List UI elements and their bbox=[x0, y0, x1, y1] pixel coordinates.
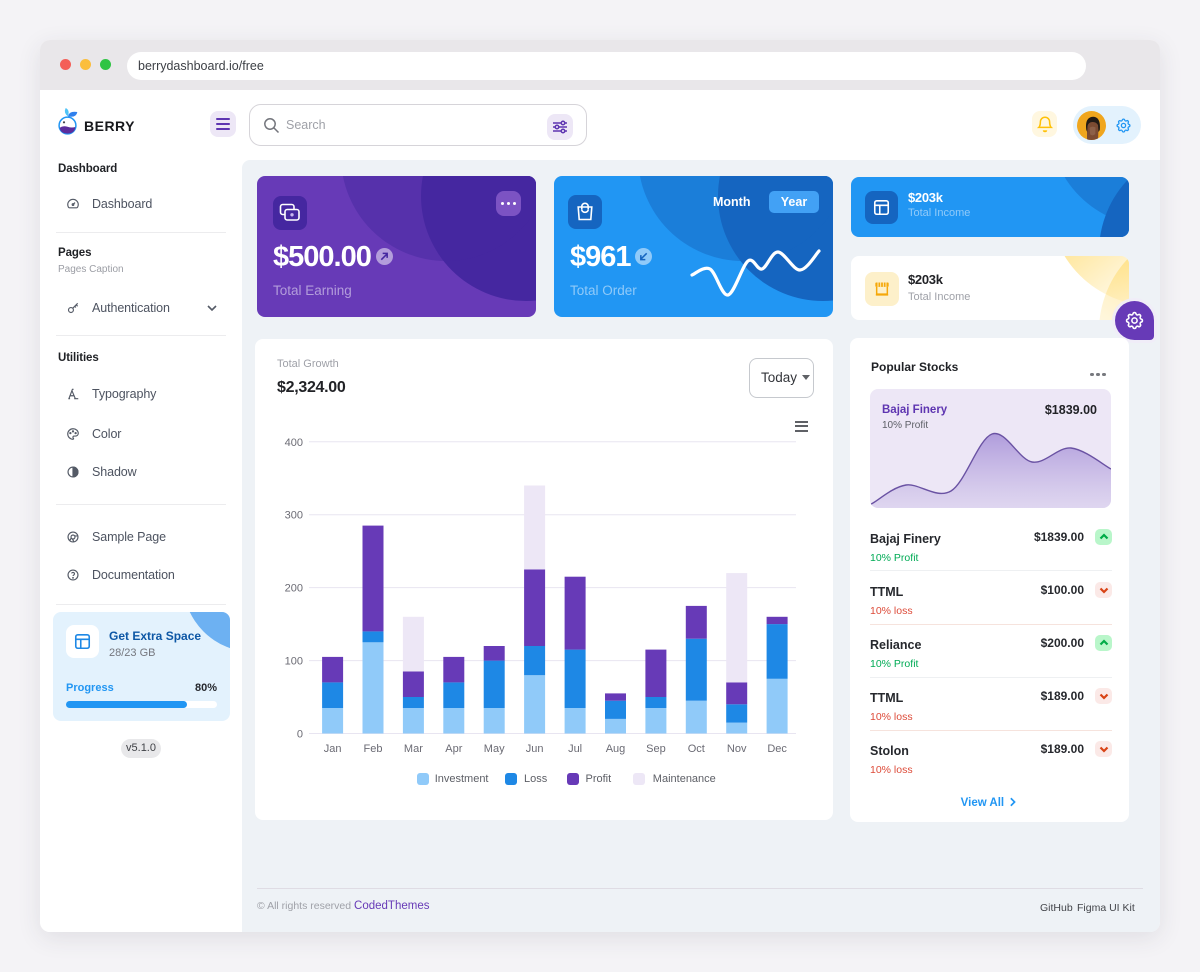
svg-text:Jun: Jun bbox=[526, 743, 544, 755]
svg-text:Sep: Sep bbox=[646, 743, 666, 755]
svg-text:Jan: Jan bbox=[324, 743, 342, 755]
svg-text:400: 400 bbox=[285, 437, 303, 449]
svg-text:May: May bbox=[484, 743, 505, 755]
svg-text:100: 100 bbox=[285, 656, 303, 668]
svg-text:200: 200 bbox=[285, 583, 303, 595]
svg-text:Aug: Aug bbox=[606, 743, 626, 755]
svg-text:300: 300 bbox=[285, 510, 303, 522]
svg-text:Dec: Dec bbox=[767, 743, 787, 755]
svg-text:Feb: Feb bbox=[364, 743, 383, 755]
svg-text:Jul: Jul bbox=[568, 743, 582, 755]
svg-text:Mar: Mar bbox=[404, 743, 423, 755]
svg-text:Oct: Oct bbox=[688, 743, 705, 755]
svg-text:Apr: Apr bbox=[445, 743, 462, 755]
svg-text:Nov: Nov bbox=[727, 743, 747, 755]
svg-text:0: 0 bbox=[297, 729, 303, 741]
